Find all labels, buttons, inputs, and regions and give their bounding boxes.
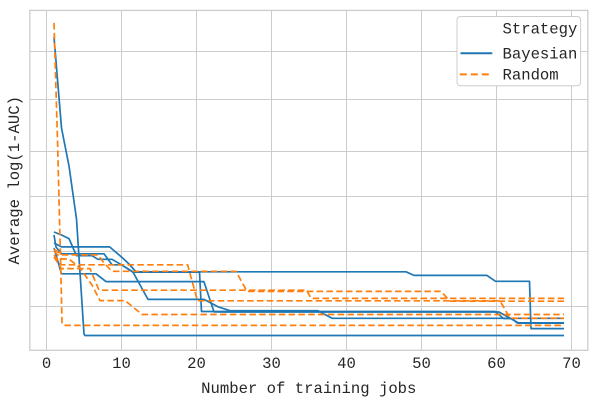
svg-text:50: 50 [412,355,431,373]
svg-text:30: 30 [262,355,281,373]
svg-text:60: 60 [487,355,506,373]
svg-text:0: 0 [42,355,51,373]
svg-text:Bayesian: Bayesian [503,45,578,63]
svg-text:40: 40 [337,355,356,373]
svg-text:Strategy: Strategy [503,21,578,39]
svg-text:Random: Random [503,66,559,84]
svg-text:20: 20 [187,355,206,373]
svg-text:Average log(1-AUC): Average log(1-AUC) [6,96,24,264]
svg-text:10: 10 [112,355,131,373]
svg-text:Number of training jobs: Number of training jobs [201,380,416,398]
svg-text:70: 70 [562,355,581,373]
